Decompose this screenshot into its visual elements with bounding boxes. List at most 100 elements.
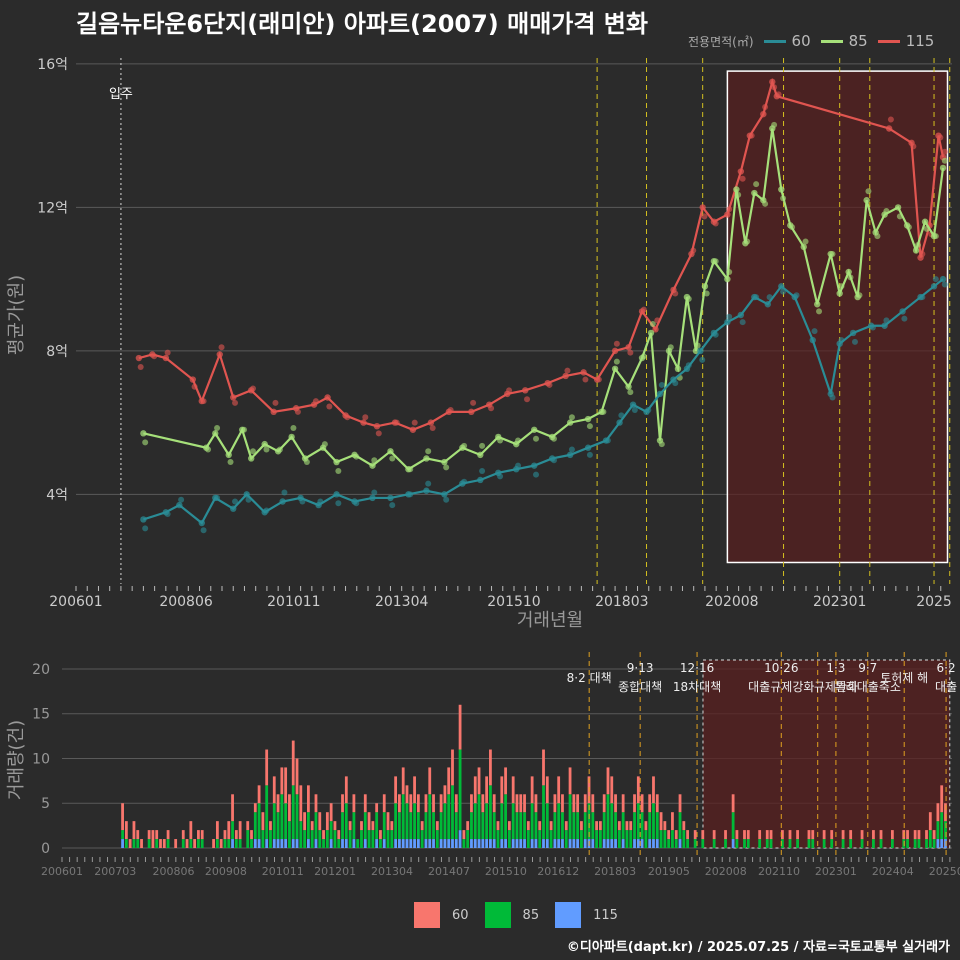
volume-bar-85 [401,794,405,840]
price-point-85 [771,121,778,128]
price-point-115 [506,387,513,394]
volume-bar-85 [166,839,170,848]
volume-bar-60 [238,821,242,840]
volume-x-tick: 202507 [929,865,960,878]
volume-x-tick: 201510 [485,865,527,878]
volume-bar-115 [284,839,288,848]
volume-bar-85 [606,794,610,840]
volume-bar-60 [595,821,598,831]
volume-bar-60 [511,776,515,804]
volume-bar-60 [280,767,284,795]
volume-bar-60 [159,839,162,848]
volume-x-tick: 202301 [815,865,857,878]
volume-bar-60 [553,794,557,813]
volume-bar-60 [917,830,921,840]
volume-bar-85 [523,812,526,840]
volume-bar-85 [181,839,185,848]
volume-bar-60 [633,794,636,813]
volume-bar-115 [473,839,477,848]
volume-bar-85 [443,803,447,840]
volume-bar-60 [193,839,197,848]
volume-event-name: 토허제 해 [880,671,928,685]
volume-bar-85 [223,839,227,848]
price-point-85 [479,442,486,449]
volume-bar-85 [807,839,811,848]
volume-bar-60 [401,767,405,795]
volume-bar-85 [746,839,750,848]
price-point-115 [524,396,531,403]
volume-event-name: 규제완화 [814,680,858,694]
volume-bar-60 [439,794,443,813]
volume-bar-115 [492,839,496,848]
legend-title: 전용면적(㎡) [688,34,754,49]
volume-bar-60 [606,767,610,795]
volume-bar-85 [265,785,269,840]
volume-bar-85 [686,839,690,848]
volume-bar-115 [561,839,564,848]
volume-bar-60 [371,821,375,831]
bar-legend-label-85: 85 [522,907,540,923]
volume-bar-85 [318,830,322,848]
volume-bar-85 [231,821,234,840]
volume-event-date: 9·7 [858,661,877,675]
volume-bar-115 [121,839,124,848]
volume-bar-60 [367,812,371,831]
volume-bar-60 [549,821,553,831]
volume-bar-85 [250,839,253,848]
volume-bar-60 [743,830,746,840]
volume-bar-85 [663,830,667,848]
volume-bar-60 [223,830,227,840]
volume-bar-60 [940,785,944,813]
price-point-85 [667,344,674,351]
volume-bar-60 [568,767,572,795]
volume-bar-60 [678,794,682,813]
volume-bar-85 [409,812,413,840]
volume-bar-60 [128,839,132,848]
volume-bar-115 [470,839,473,848]
price-point-85 [335,468,342,475]
price-point-85 [941,157,948,164]
volume-bar-85 [500,803,504,840]
volume-bar-85 [288,821,291,848]
volume-bar-60 [504,767,507,795]
volume-bar-60 [580,821,583,831]
volume-bar-85 [269,830,272,848]
volume-bar-85 [394,803,398,840]
volume-bar-85 [348,830,352,848]
volume-bar-115 [591,839,595,848]
volume-bar-60 [174,839,178,848]
volume-bar-60 [162,839,166,848]
price-x-tick: 200601 [49,594,102,610]
volume-bar-85 [879,839,883,848]
volume-bar-85 [257,803,261,840]
volume-bar-60 [424,794,428,813]
volume-bar-115 [477,839,481,848]
volume-bar-85 [671,830,674,848]
volume-bar-60 [807,830,811,840]
volume-bar-115 [257,839,261,848]
volume-bar-115 [545,839,549,848]
volume-bar-85 [238,839,242,848]
volume-bar-60 [416,794,420,813]
volume-bar-85 [640,812,644,840]
volume-bar-115 [409,839,413,848]
volume-bar-60 [314,794,318,813]
volume-x-tick: 201304 [371,865,413,878]
volume-bar-85 [629,830,633,848]
volume-bar-85 [405,803,409,840]
volume-bar-60 [360,821,363,831]
volume-event-date: 12·16 [680,661,714,675]
volume-bar-60 [686,830,690,840]
volume-bar-85 [765,839,769,848]
volume-bar-85 [375,812,379,840]
volume-bar-85 [314,812,318,840]
price-point-60 [371,489,378,496]
price-point-85 [649,320,656,327]
bar-legend-label-60: 60 [452,907,469,923]
volume-bar-85 [781,839,784,848]
volume-bar-60 [860,830,864,840]
price-point-85 [389,455,396,462]
price-y-tick: 8억 [46,344,68,360]
price-point-85 [227,459,234,466]
volume-bar-115 [504,839,507,848]
